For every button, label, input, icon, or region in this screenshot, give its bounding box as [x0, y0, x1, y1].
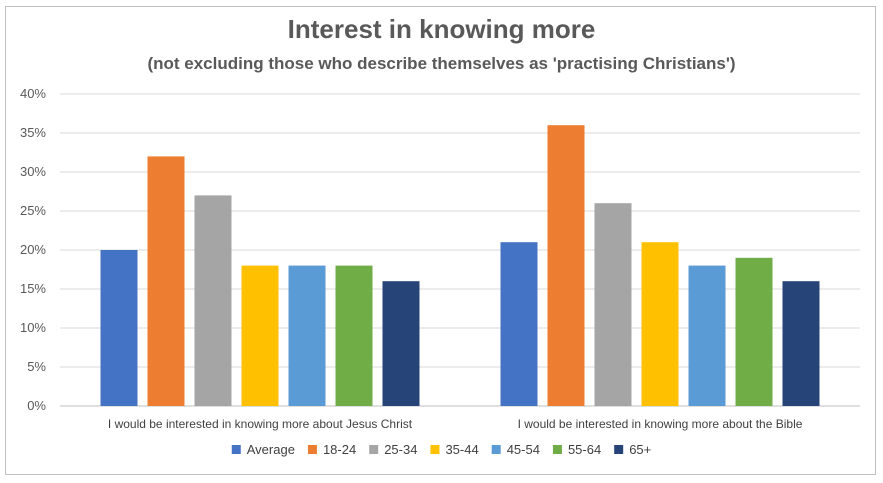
y-tick-label: 30%: [20, 164, 46, 179]
y-axis-ticks: 0% 5% 10% 15% 20% 25% 30% 35% 40%: [20, 86, 46, 413]
bar-45-54-1: [688, 265, 726, 406]
legend: Average 18-24 25-34 35-44 45-54 55-64 65+: [231, 442, 651, 457]
chart-title: Interest in knowing more: [287, 14, 596, 44]
legend-label: 45-54: [507, 442, 540, 457]
legend-swatch: [369, 445, 379, 454]
bar-Average-0: [100, 250, 138, 406]
y-tick-label: 40%: [20, 86, 46, 101]
x-category-label: I would be interested in knowing more ab…: [518, 417, 803, 431]
bar-65plus-0: [382, 281, 420, 406]
legend-swatch: [307, 445, 317, 454]
legend-label: 55-64: [568, 442, 601, 457]
legend-label: 65+: [629, 442, 651, 457]
legend-swatch: [231, 445, 241, 454]
y-tick-label: 20%: [20, 242, 46, 257]
y-tick-label: 15%: [20, 281, 46, 296]
legend-label: Average: [247, 442, 295, 457]
bar-55-64-1: [735, 257, 773, 406]
legend-label: 25-34: [384, 442, 417, 457]
bar-18-24-0: [147, 156, 185, 406]
y-tick-label: 25%: [20, 203, 46, 218]
y-tick-label: 0%: [27, 398, 46, 413]
x-axis-categories: I would be interested in knowing more ab…: [108, 417, 803, 431]
y-tick-label: 5%: [27, 359, 46, 374]
chart-subtitle: (not excluding those who describe themse…: [147, 54, 736, 73]
bar-Average-1: [500, 242, 538, 406]
bar-35-44-0: [241, 265, 279, 406]
y-tick-label: 10%: [20, 320, 46, 335]
legend-swatch: [430, 445, 440, 454]
legend-swatch: [552, 445, 562, 454]
legend-label: 18-24: [323, 442, 356, 457]
bar-55-64-0: [335, 265, 373, 406]
legend-swatch: [614, 445, 624, 454]
bar-25-34-1: [594, 203, 632, 406]
gridlines: [60, 93, 860, 407]
legend-swatch: [491, 445, 501, 454]
y-tick-label: 35%: [20, 125, 46, 140]
x-category-label: I would be interested in knowing more ab…: [108, 417, 413, 431]
bars: [100, 125, 820, 406]
bar-25-34-0: [194, 195, 232, 406]
bar-18-24-1: [547, 125, 585, 406]
bar-65plus-1: [782, 281, 820, 406]
bar-45-54-0: [288, 265, 326, 406]
legend-label: 35-44: [445, 442, 478, 457]
bar-35-44-1: [641, 242, 679, 406]
